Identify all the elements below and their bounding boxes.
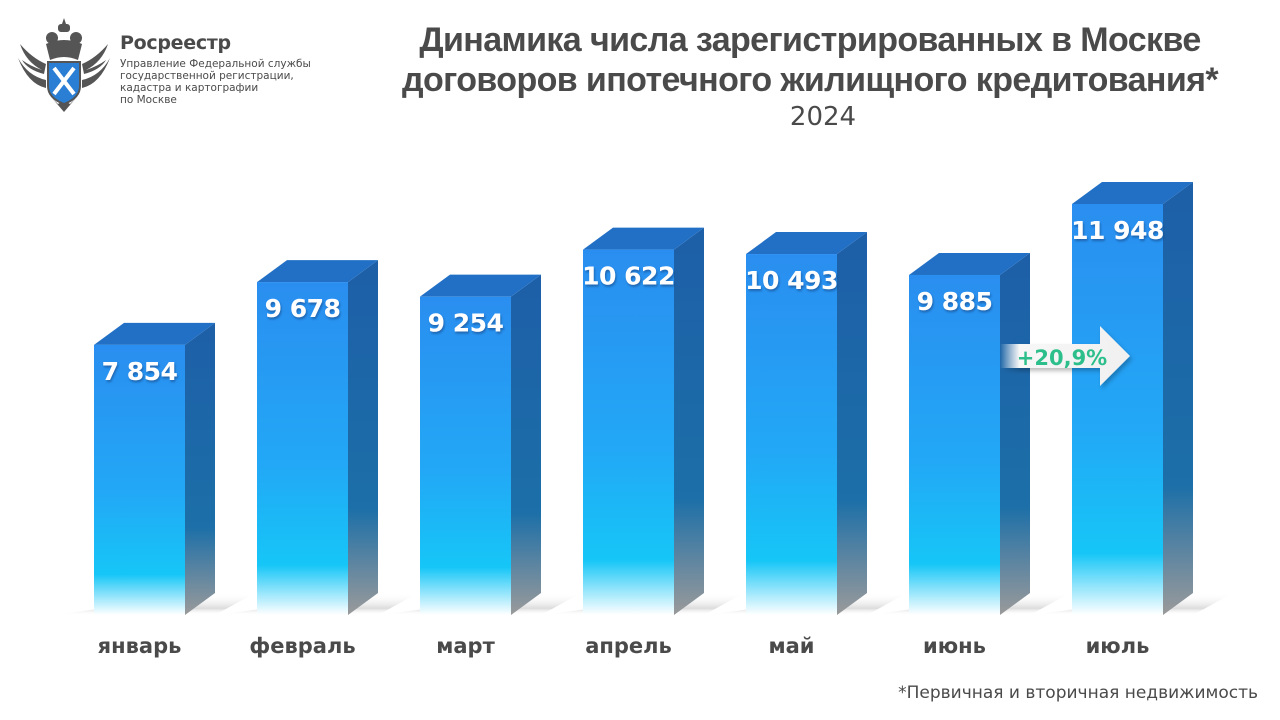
bar-top-face (746, 232, 867, 255)
bar-value-label: 11 948 (1071, 216, 1164, 245)
org-subtitle-line: государственной регистрации, (120, 70, 294, 82)
bar-side-face (348, 260, 378, 615)
bar: 9 254 (420, 274, 541, 615)
bar: 10 622 (582, 227, 704, 615)
bar-front-face (909, 274, 1000, 615)
x-tick-label: июль (1086, 634, 1150, 658)
chart-title: Динамика числа зарегистрированных в Моск… (360, 20, 1260, 100)
bar-top-face (257, 260, 378, 283)
bar-front-face (94, 344, 185, 615)
bar: 9 678 (257, 260, 378, 615)
bar-value-label: 7 854 (102, 357, 178, 386)
bar-front-face (583, 249, 674, 615)
bar-top-face (420, 274, 541, 297)
bar-value-label: 9 885 (917, 287, 993, 316)
org-subtitle-line: кадастра и картографии (120, 82, 259, 94)
bar-top-face (1072, 181, 1193, 204)
bar: 7 854 (94, 322, 215, 615)
x-tick-label: февраль (249, 634, 355, 658)
growth-arrow (1000, 326, 1130, 386)
bar: 10 493 (745, 232, 867, 615)
footnote: *Первичная и вторичная недвижимость (898, 683, 1258, 703)
bar: 11 948 (1071, 181, 1193, 615)
chart-title-line: договоров ипотечного жилищного кредитова… (401, 61, 1219, 99)
bar-top-face (909, 252, 1030, 275)
double-headed-eagle-icon (18, 18, 110, 112)
org-name: Росреестр (120, 32, 231, 54)
bar-front-face (746, 254, 837, 615)
x-tick-label: январь (98, 634, 182, 658)
bar-side-face (1163, 181, 1193, 615)
bar-top-face (583, 227, 704, 250)
org-subtitle-line: Управление Федеральной службы (120, 58, 311, 70)
x-tick-label: июнь (923, 634, 986, 658)
bar-value-label: 9 678 (265, 294, 341, 323)
bar-side-face (674, 227, 704, 615)
bar-side-face (185, 322, 215, 615)
x-tick-label: март (436, 634, 495, 658)
bar-front-face (257, 282, 348, 615)
bar-value-label: 10 622 (582, 262, 675, 291)
rosreestr-logo: Росреестр Управление Федеральной службы … (16, 14, 336, 124)
bar-front-face (420, 296, 511, 615)
growth-percent-label: +20,9% (1017, 346, 1107, 370)
arrow-right-icon (1000, 326, 1130, 386)
bar-value-label: 10 493 (745, 266, 838, 295)
bar-value-label: 9 254 (428, 309, 504, 338)
x-tick-label: май (768, 634, 814, 658)
bar-front-face (1072, 203, 1163, 615)
org-subtitle-line: по Москве (120, 94, 177, 106)
chart-year: 2024 (789, 102, 857, 132)
bar-top-face (94, 322, 215, 345)
x-tick-label: апрель (585, 634, 672, 658)
bar-side-face (511, 274, 541, 615)
org-subtitle: Управление Федеральной службы государств… (120, 58, 340, 106)
bar-side-face (1000, 252, 1030, 615)
chart-title-line: Динамика числа зарегистрированных в Моск… (419, 21, 1201, 59)
bar: 9 885 (909, 252, 1030, 615)
bar-side-face (837, 232, 867, 615)
